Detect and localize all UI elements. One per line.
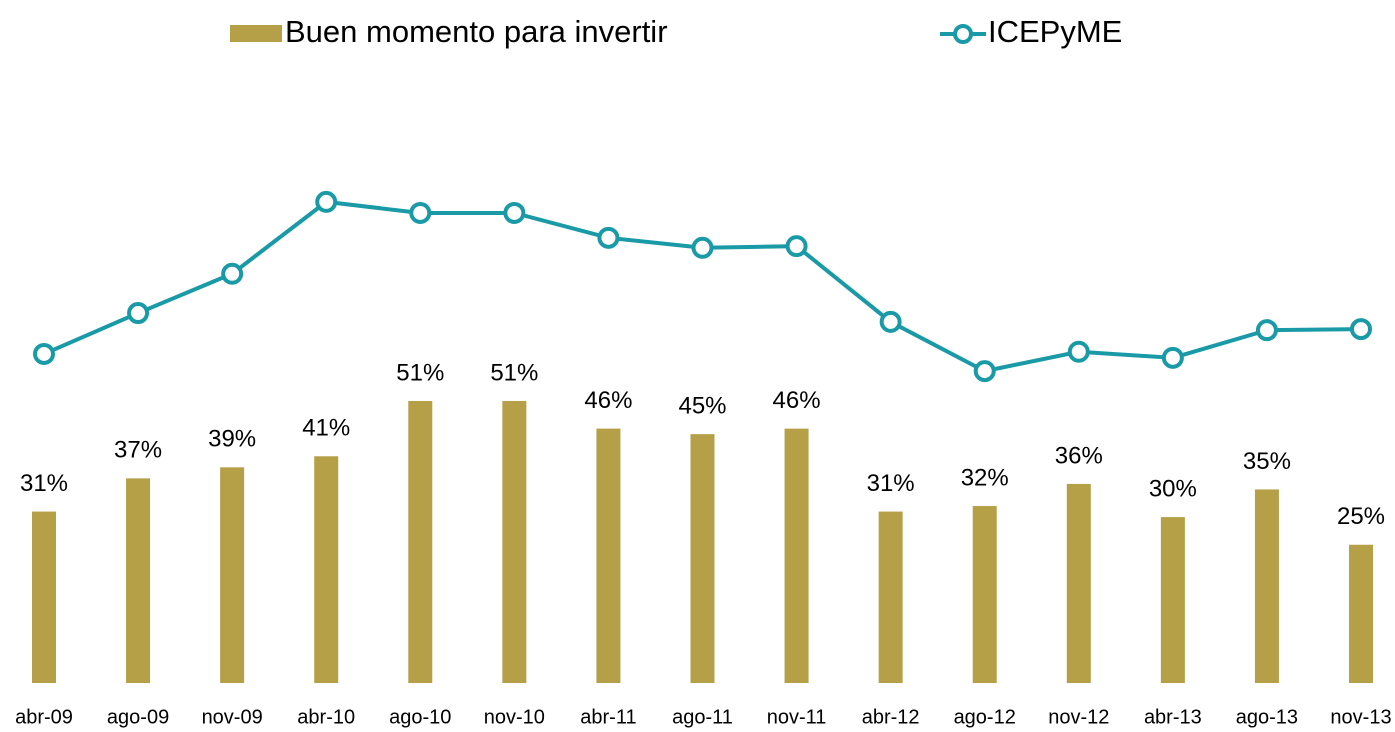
x-tick-label: nov-09 — [202, 706, 263, 728]
marker — [1350, 318, 1372, 341]
marker — [879, 310, 902, 333]
x-tick-label: abr-10 — [297, 706, 355, 728]
data-label: 37% — [114, 437, 162, 464]
data-label: 35% — [1243, 448, 1291, 475]
data-label: 46% — [773, 387, 821, 414]
x-tick-label: ago-12 — [954, 706, 1016, 728]
data-label: 36% — [1055, 442, 1103, 469]
bar — [1254, 489, 1279, 683]
legend-swatch-marker — [953, 24, 973, 44]
bar — [596, 428, 621, 683]
data-label: 31% — [20, 470, 68, 497]
line — [43, 199, 1362, 374]
x-tick-label: nov-13 — [1330, 706, 1391, 728]
data-label: 45% — [678, 392, 726, 419]
data-label: 51% — [396, 359, 444, 386]
bar — [1349, 544, 1373, 683]
data-label: 41% — [302, 415, 350, 442]
marker — [1161, 346, 1184, 369]
bar — [32, 511, 56, 683]
x-tick-label: ago-10 — [389, 706, 451, 728]
legend-label: Buen momento para invertir — [285, 14, 668, 49]
bar — [220, 467, 245, 683]
bar — [1160, 517, 1185, 683]
bar — [314, 456, 339, 683]
marker — [127, 302, 150, 325]
marker — [1255, 319, 1278, 342]
legend-swatch-bar — [230, 25, 282, 42]
x-tick-label: abr-09 — [15, 706, 73, 728]
x-tick-label: ago-13 — [1236, 706, 1298, 728]
marker — [33, 342, 55, 365]
bar — [878, 511, 903, 683]
data-label: 32% — [961, 464, 1009, 491]
x-tick-label: nov-12 — [1048, 706, 1109, 728]
bar — [972, 506, 997, 683]
data-label: 30% — [1149, 475, 1197, 502]
bar — [408, 400, 433, 683]
x-tick-label: ago-09 — [107, 706, 169, 728]
data-label: 46% — [584, 387, 632, 414]
data-label: 51% — [490, 359, 538, 386]
x-tick-label: nov-11 — [767, 706, 827, 728]
x-tick-label: nov-10 — [484, 706, 545, 728]
marker — [409, 201, 432, 224]
marker — [221, 262, 244, 285]
data-label: 31% — [867, 470, 915, 497]
x-tick-label: ago-11 — [672, 706, 733, 728]
bar — [784, 428, 809, 683]
x-tick-label: abr-13 — [1144, 706, 1202, 728]
marker — [691, 236, 714, 259]
data-label: 39% — [208, 426, 256, 453]
x-tick-label: abr-11 — [580, 706, 636, 728]
marker — [315, 190, 338, 213]
bar — [1066, 483, 1091, 683]
bar — [690, 434, 715, 683]
marker — [973, 360, 996, 383]
bar — [502, 400, 527, 683]
marker — [1067, 340, 1090, 363]
marker — [597, 226, 620, 249]
bar — [126, 478, 151, 683]
marker — [785, 235, 808, 258]
data-label: 25% — [1337, 503, 1385, 530]
marker — [503, 201, 526, 224]
legend-label: ICEPyME — [988, 14, 1122, 49]
x-tick-label: abr-12 — [862, 706, 920, 728]
